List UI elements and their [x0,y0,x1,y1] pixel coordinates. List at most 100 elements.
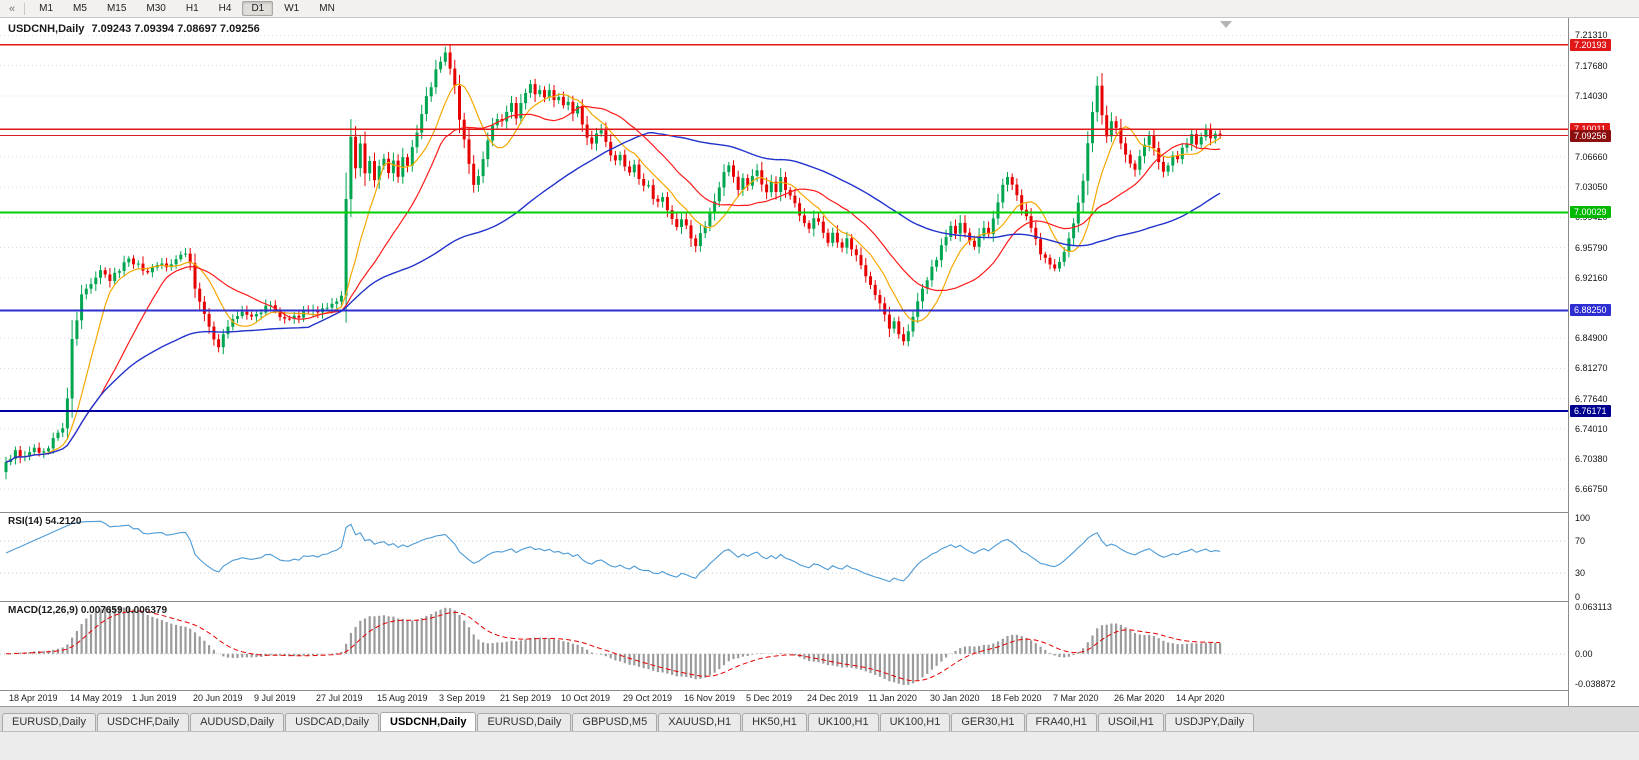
date-label: 30 Jan 2020 [930,693,980,703]
date-label: 20 Jun 2019 [193,693,243,703]
chart-tab-usdcad-daily[interactable]: USDCAD,Daily [285,713,380,731]
macd-histogram [9,607,1222,685]
axis-tick-label: 100 [1575,513,1591,523]
chart-tab-uk100-h1[interactable]: UK100,H1 [879,713,951,731]
macd-chart[interactable] [0,602,1568,690]
price-axis-macd: 0.063113 0.00 -0.038872 [1569,602,1639,690]
date-label: 7 Mar 2020 [1053,693,1099,703]
rsi-levels [0,540,1568,574]
macd-name: MACD(12,26,9) [8,605,79,616]
chart-tab-audusd-daily[interactable]: AUDUSD,Daily [190,713,285,731]
chart-tab-fra40-h1[interactable]: FRA40,H1 [1025,713,1097,731]
price-axis-main: 7.213107.176807.140307.066607.030506.994… [1569,18,1639,512]
status-bar [0,731,1639,760]
timeframe-button-h4[interactable]: H4 [218,3,232,14]
chart-ohlc-values: 7.09243 7.09394 7.08697 7.09256 [91,23,260,35]
axis-tick-label: -0.038872 [1575,679,1616,689]
date-label: 3 Sep 2019 [439,693,486,703]
axis-tick-label: 6.66750 [1575,484,1608,494]
date-label: 18 Apr 2019 [9,693,58,703]
date-label: 9 Jul 2019 [254,693,296,703]
timeframe-button-w1[interactable]: W1 [284,3,300,14]
date-label: 14 Apr 2020 [1176,693,1225,703]
timeframe-button-m30[interactable]: M30 [146,3,166,14]
chart-tab-usoil-h1[interactable]: USOil,H1 [1097,713,1164,731]
macd-signal-line [5,610,1221,682]
timeframe-toolbar: « M1 M5 M15 M30 H1 H4 D1 W1 MN [0,0,1639,18]
axis-tick-label: 6.74010 [1575,424,1608,434]
grid-lines [0,34,1568,490]
scroll-left-icon[interactable]: « [9,2,16,15]
timeframe-button-d1[interactable]: D1 [242,1,274,16]
chart-tab-usdchf-daily[interactable]: USDCHF,Daily [96,713,190,731]
macd-values: 0.007659 0.006379 [80,605,168,616]
axis-tick-label: 0.00 [1575,649,1593,659]
price-badge: 7.09256 [1570,130,1611,142]
chart-tab-eurusd-daily[interactable]: EURUSD,Daily [477,713,572,731]
price-badge: 6.76171 [1570,405,1611,417]
date-label: 29 Oct 2019 [623,693,673,703]
date-label: 16 Nov 2019 [684,693,736,703]
axis-tick-label: 7.21310 [1575,30,1608,40]
chart-symbol-label: USDCNH,Daily [8,23,85,35]
axis-tick-label: 6.95790 [1575,243,1608,253]
timeframe-button-m5[interactable]: M5 [73,3,87,14]
axis-tick-label: 6.84900 [1575,333,1608,343]
rsi-splitter[interactable] [0,512,1639,513]
price-badge: 6.88250 [1570,304,1611,316]
axis-tick-label: 6.77640 [1575,394,1608,404]
level-lines[interactable] [0,43,1568,412]
axis-tick-label: 7.14030 [1575,91,1608,101]
chart-tab-ger30-h1[interactable]: GER30,H1 [951,713,1025,731]
chart-tab-hk50-h1[interactable]: HK50,H1 [742,713,807,731]
timeframe-buttons: M1 M5 M15 M30 H1 H4 D1 W1 MN [29,1,345,16]
date-label: 5 Dec 2019 [746,693,793,703]
axis-tick-label: 7.17680 [1575,61,1608,71]
date-label: 24 Dec 2019 [807,693,859,703]
chart-tab-eurusd-daily[interactable]: EURUSD,Daily [2,713,96,731]
price-axis-rsi: 100 70 30 0 [1569,513,1639,602]
axis-tick-label: 6.70380 [1575,454,1608,464]
axis-tick-label: 7.06660 [1575,152,1608,162]
chart-tab-gbpusd-m5[interactable]: GBPUSD,M5 [572,713,658,731]
date-label: 26 Mar 2020 [1114,693,1165,703]
macd-label: MACD(12,26,9) 0.007659 0.006379 [8,605,167,616]
timeframe-button-m15[interactable]: M15 [106,3,127,14]
date-label: 14 May 2019 [70,693,123,703]
date-axis-splitter [0,690,1639,691]
axis-tick-label: 30 [1575,568,1586,578]
date-label: 1 Jun 2019 [132,693,177,703]
axis-tick-label: 70 [1575,536,1586,546]
chart-shift-marker[interactable] [1220,21,1232,28]
date-axis[interactable]: 18 Apr 2019 14 May 2019 1 Jun 2019 20 Jun 2… [0,691,1568,706]
chart-tab-bar: EURUSD,Daily USDCHF,Daily AUDUSD,Daily USDC… [0,706,1639,731]
chart-tab-uk100-h1[interactable]: UK100,H1 [807,713,879,731]
axis-tick-label: 6.81270 [1575,363,1608,373]
timeframe-button-mn[interactable]: MN [319,3,335,14]
date-label: 10 Oct 2019 [561,693,611,703]
price-badge: 7.20193 [1570,39,1611,51]
timeframe-button-m1[interactable]: M1 [39,3,54,14]
rsi-line [5,520,1221,583]
price-axis[interactable]: 7.213107.176807.140307.066607.030506.994… [1568,18,1639,706]
date-label: 15 Aug 2019 [377,693,428,703]
chart-tab-xauusd-h1[interactable]: XAUUSD,H1 [658,713,742,731]
rsi-label: RSI(14) 54.2120 [8,516,81,527]
toolbar-separator [24,2,26,15]
candles [4,45,1222,480]
chart-tab-usdcnh-daily[interactable]: USDCNH,Daily [380,712,477,731]
date-label: 11 Jan 2020 [868,693,917,703]
rsi-name: RSI(14) [8,516,43,527]
date-label: 21 Sep 2019 [500,693,552,703]
timeframe-button-h1[interactable]: H1 [185,3,199,14]
candlestick-chart[interactable] [0,18,1568,512]
macd-splitter[interactable] [0,601,1639,602]
chart-tab-usdjpy-daily[interactable]: USDJPY,Daily [1164,713,1255,731]
axis-tick-label: 0.063113 [1575,602,1612,612]
chart-title: USDCNH,Daily 7.09243 7.09394 7.08697 7.0… [8,23,264,35]
rsi-chart[interactable] [0,513,1568,601]
rsi-value: 54.2120 [45,516,82,527]
price-badge: 7.00029 [1570,206,1611,218]
date-label: 27 Jul 2019 [316,693,363,703]
